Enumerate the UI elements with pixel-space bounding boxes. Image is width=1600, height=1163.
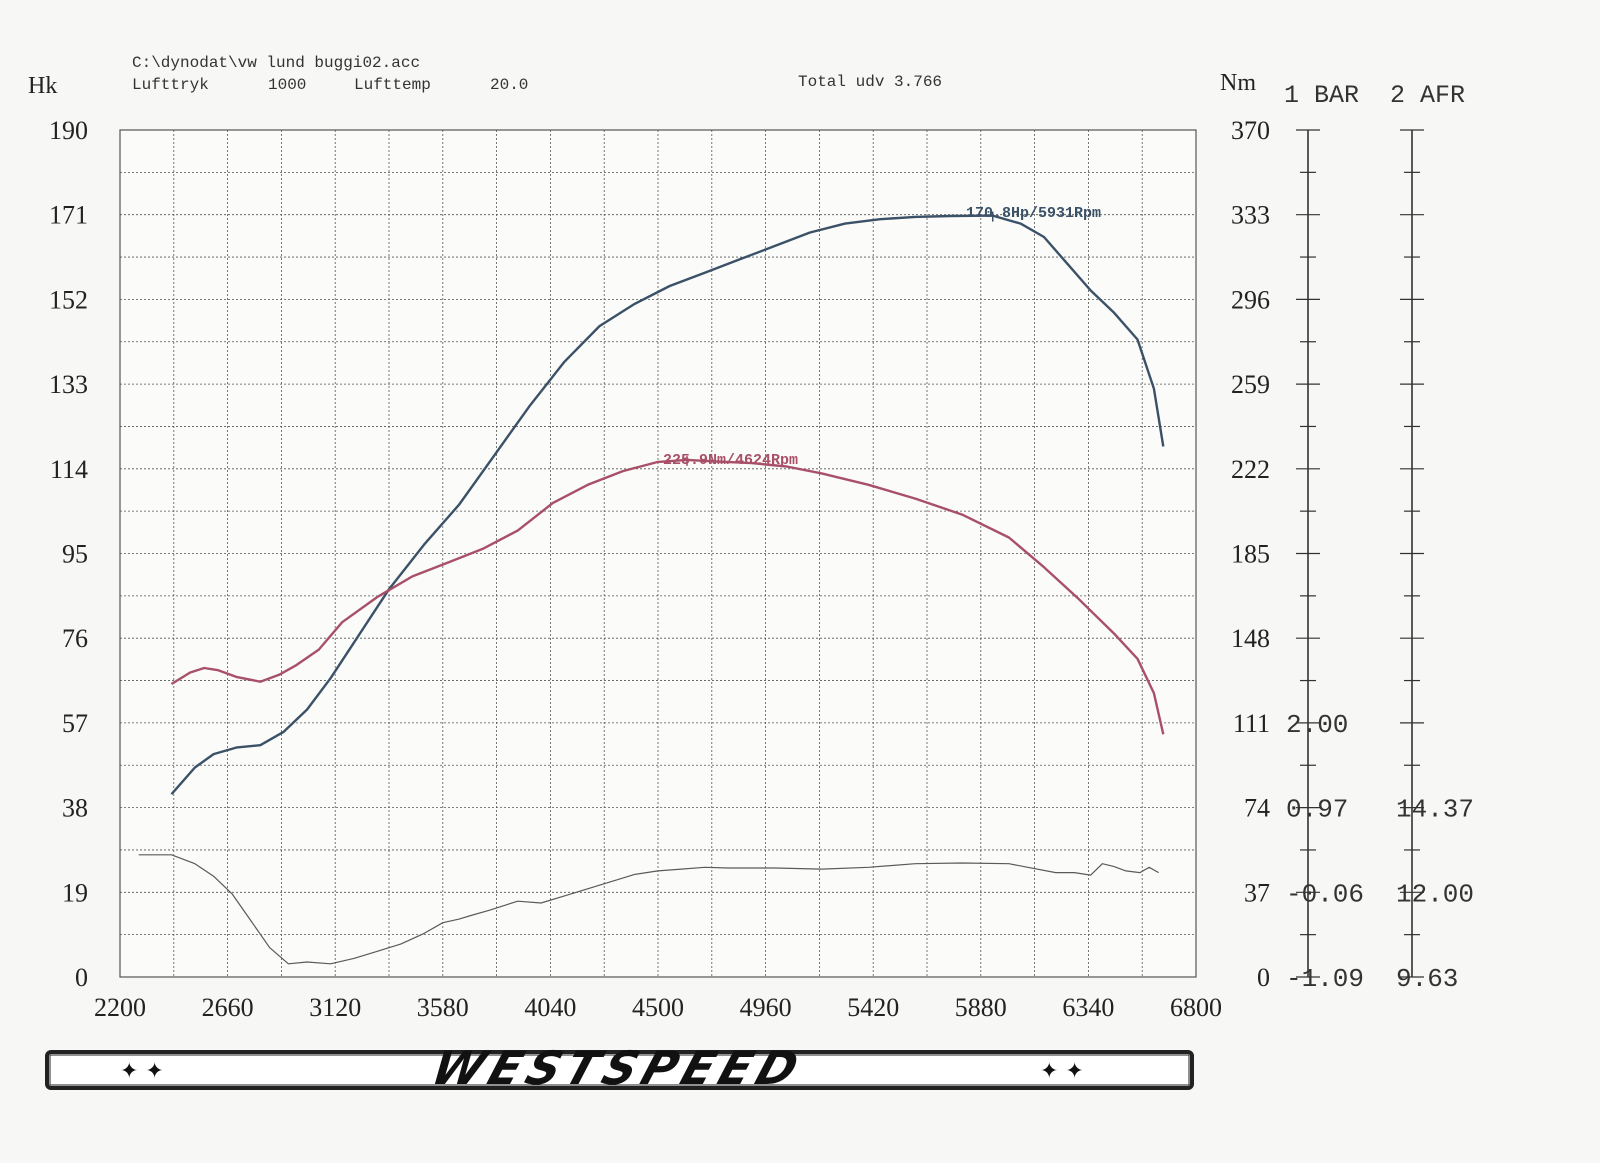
logo-star-icon: ✦ ✦ <box>1040 1059 1084 1084</box>
air-pressure-value: 1000 <box>268 76 306 94</box>
nm-tick-label: 74 <box>1244 794 1270 823</box>
hp-tick-label: 0 <box>75 963 88 992</box>
logo-star-icon: ✦ ✦ <box>120 1059 164 1084</box>
nm-tick-label: 259 <box>1231 370 1270 399</box>
x-tick-label: 4500 <box>632 993 684 1022</box>
hp-tick-label: 171 <box>49 201 88 230</box>
x-tick-label: 6800 <box>1170 993 1222 1022</box>
hp-tick-label: 152 <box>49 285 88 314</box>
left-unit-label: Hk <box>28 73 57 99</box>
total-ratio: Total udv 3.766 <box>798 73 942 91</box>
hp-tick-label: 95 <box>62 540 88 569</box>
torque-curve <box>170 458 1165 735</box>
file-path: C:\dynodat\vw lund buggi02.acc <box>132 54 420 72</box>
hp-tick-label: 38 <box>62 794 88 823</box>
afr-tick-label: 9.63 <box>1396 964 1458 994</box>
air-temp-label: Lufttemp <box>354 76 431 94</box>
bar-tick-label: 2.00 <box>1286 710 1348 740</box>
logo-text: WESTSPEED <box>425 1042 811 1096</box>
afr-curve <box>138 854 1159 965</box>
nm-tick-label: 185 <box>1231 540 1270 569</box>
plot-grid <box>119 129 1197 978</box>
nm-tick-label: 296 <box>1231 285 1270 314</box>
data-series <box>138 211 1165 965</box>
hp-tick-label: 76 <box>62 624 88 653</box>
nm-tick-label: 333 <box>1231 201 1270 230</box>
air-pressure-label: Lufttryk <box>132 76 209 94</box>
nm-tick-label: 111 <box>1233 709 1270 738</box>
nm-tick-label: 0 <box>1257 963 1270 992</box>
hp-curve <box>170 214 1165 795</box>
westspeed-logo: ✦ ✦ ✦ ✦ WESTSPEED <box>45 1042 1194 1096</box>
hp-peak-annotation: 170.8Hp/5931Rpm <box>966 205 1101 222</box>
nm-tick-label: 222 <box>1231 455 1270 484</box>
nm-tick-label: 370 <box>1231 116 1270 145</box>
air-temp-value: 20.0 <box>490 76 528 94</box>
bar-tick-label: -0.06 <box>1286 879 1364 909</box>
axis-ticks: 2200 2660 3120 3580 4040 4500 4960 5420 5880 6340… <box>49 116 1474 1022</box>
x-tick-label: 5880 <box>955 993 1007 1022</box>
torque-peak-annotation: 225.9Nm/4624Rpm <box>663 452 798 469</box>
bar-tick-label: -1.09 <box>1286 964 1364 994</box>
hp-tick-label: 190 <box>49 116 88 145</box>
right-unit-label: Nm <box>1220 70 1256 96</box>
hp-tick-label: 19 <box>62 878 88 907</box>
afr-tick-label: 12.00 <box>1396 879 1474 909</box>
x-tick-label: 4960 <box>740 993 792 1022</box>
bar-tick-label: 0.97 <box>1286 795 1348 825</box>
bar-axis-label: 1 BAR <box>1284 81 1359 110</box>
x-tick-label: 4040 <box>524 993 576 1022</box>
nm-tick-label: 148 <box>1231 624 1270 653</box>
x-tick-label: 6340 <box>1062 993 1114 1022</box>
afr-tick-label: 14.37 <box>1396 795 1474 825</box>
x-tick-label: 2660 <box>202 993 254 1022</box>
hp-tick-label: 114 <box>50 455 88 484</box>
x-tick-label: 5420 <box>847 993 899 1022</box>
afr-axis-label: 2 AFR <box>1390 81 1465 110</box>
x-tick-label: 3580 <box>417 993 469 1022</box>
nm-tick-label: 37 <box>1244 878 1270 907</box>
x-tick-label: 2200 <box>94 993 146 1022</box>
x-tick-label: 3120 <box>309 993 361 1022</box>
hp-tick-label: 133 <box>49 370 88 399</box>
hp-tick-label: 57 <box>62 709 88 738</box>
